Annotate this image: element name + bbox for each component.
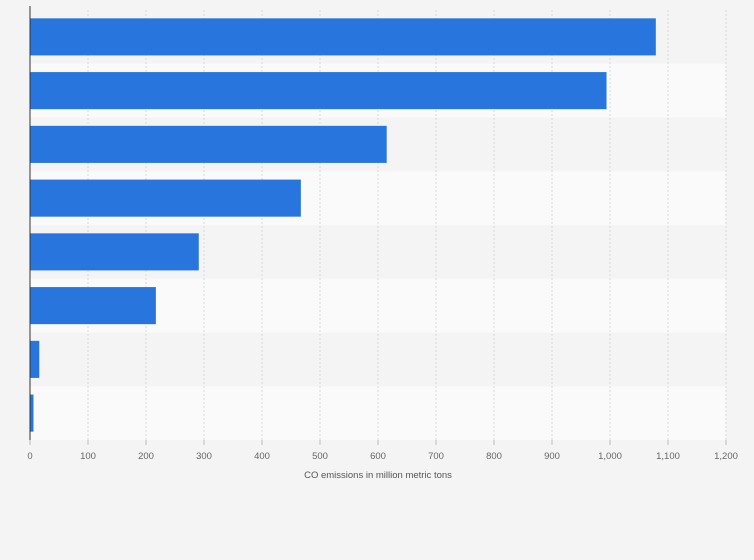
x-tick-label: 1,100 xyxy=(656,451,680,462)
bars xyxy=(30,18,656,432)
x-tick-label: 700 xyxy=(428,451,444,462)
x-tick-label: 800 xyxy=(486,451,502,462)
x-axis-title: CO emissions in million metric tons xyxy=(304,470,452,481)
x-tick-label: 1,200 xyxy=(714,451,738,462)
bar[interactable] xyxy=(30,72,607,110)
x-axis-ticks: 0 100 200 300 400 500 600 700 800 900 1,000 1,100 1,… xyxy=(27,440,738,462)
x-tick-label: 300 xyxy=(196,451,212,462)
bar[interactable] xyxy=(30,18,656,56)
x-tick-label: 200 xyxy=(138,451,154,462)
bar[interactable] xyxy=(30,233,199,271)
bar[interactable] xyxy=(30,394,34,432)
bar[interactable] xyxy=(30,179,301,217)
x-tick-label: 100 xyxy=(80,451,96,462)
bar[interactable] xyxy=(30,125,387,163)
bar[interactable] xyxy=(30,287,156,325)
x-tick-label: 1,000 xyxy=(598,451,622,462)
x-tick-label: 600 xyxy=(370,451,386,462)
x-tick-label: 0 xyxy=(27,451,32,462)
x-tick-label: 400 xyxy=(254,451,270,462)
x-tick-label: 500 xyxy=(312,451,328,462)
x-tick-label: 900 xyxy=(544,451,560,462)
bar[interactable] xyxy=(30,340,40,378)
